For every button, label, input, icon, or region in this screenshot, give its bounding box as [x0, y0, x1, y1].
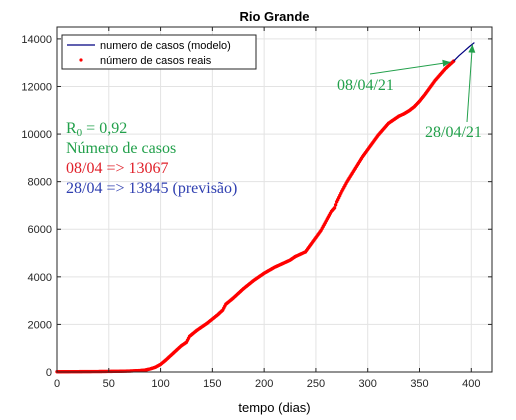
x-tick-label: 150: [203, 378, 221, 390]
x-tick-label: 0: [54, 378, 60, 390]
cases-heading: Número de casos: [66, 140, 176, 157]
y-tick-label: 12000: [21, 81, 52, 93]
annotation-arrow-0804: [369, 61, 451, 75]
y-tick-label: 8000: [28, 177, 52, 189]
x-tick-label: 350: [410, 378, 428, 390]
plot-frame: [56, 26, 493, 373]
x-tick-label: 100: [151, 378, 169, 390]
x-tick-label: 50: [103, 378, 115, 390]
y-tick-label: 4000: [28, 272, 52, 284]
y-tick-label: 6000: [28, 224, 52, 236]
legend-real-label: número de casos reais: [100, 55, 212, 67]
model-line: [453, 42, 475, 62]
r0-prefix: R: [66, 120, 77, 137]
annotations: 08/04/21 28/04/21: [337, 44, 482, 141]
annotation-0804: 08/04/21: [337, 77, 394, 94]
x-tick-label: 200: [255, 378, 273, 390]
y-tick-label: 2000: [28, 319, 52, 331]
r0-value: = 0,92: [82, 120, 127, 137]
legend-box: [61, 34, 257, 70]
x-axis-label: tempo (dias): [238, 400, 310, 415]
annotation-2804: 28/04/21: [425, 124, 482, 141]
real-cases-line: 08/04 => 13067: [66, 160, 169, 177]
y-tick-label: 10000: [21, 129, 52, 141]
real-case-point: [332, 206, 337, 210]
x-tick-label: 400: [462, 378, 480, 390]
info-box: R0 = 0,92 Número de casos 08/04 => 13067…: [66, 120, 237, 197]
grid: [56, 27, 492, 373]
series-model: [453, 42, 475, 62]
legend-model-label: numero de casos (modelo): [100, 40, 231, 52]
y-tick-label: 14000: [21, 34, 52, 46]
predicted-cases-line: 28/04 => 13845 (previsão): [66, 180, 237, 197]
real-case-point: [333, 203, 338, 207]
series-real-cases: [55, 59, 456, 374]
y-tick-label: 0: [46, 367, 52, 379]
r0-subscript: 0: [77, 127, 83, 139]
legend-real-swatch: [79, 58, 83, 62]
annotation-arrowhead-2804: [468, 44, 476, 53]
axis-ticks: 0 50 100 150 200 250 300 350 4000200040006000800…: [21, 27, 492, 390]
r0-label: R0 = 0,92: [66, 120, 127, 139]
x-tick-label: 250: [307, 378, 325, 390]
annotation-arrow-2804: [466, 44, 473, 123]
annotation-arrowhead-0804: [442, 59, 451, 67]
legend: numero de casos (modelo) número de casos…: [61, 34, 257, 70]
chart-title: Rio Grande: [239, 9, 309, 24]
x-tick-label: 300: [359, 378, 377, 390]
